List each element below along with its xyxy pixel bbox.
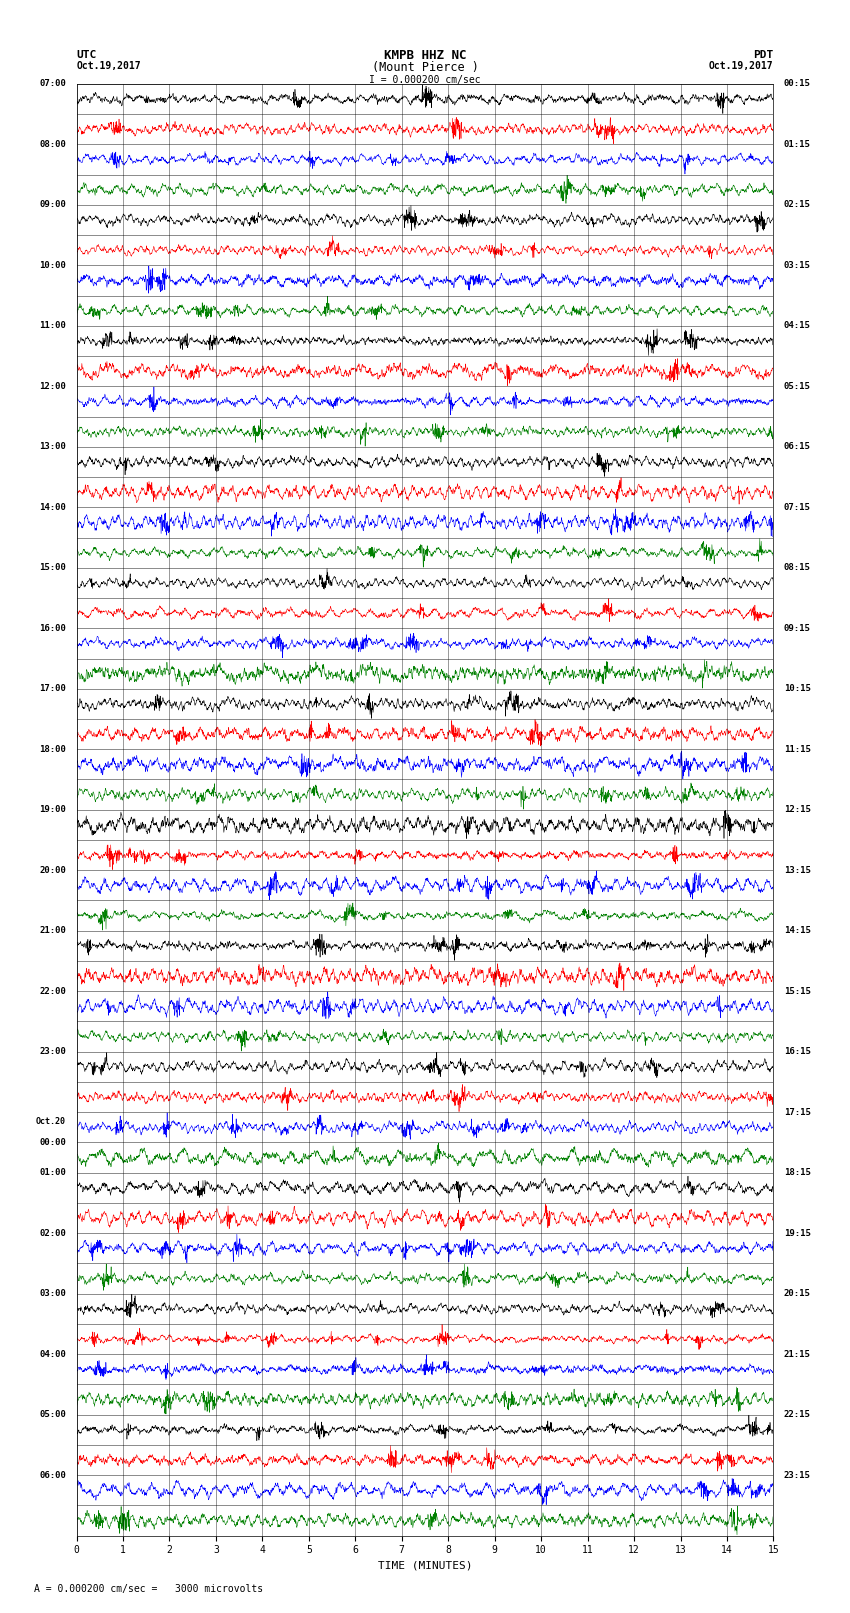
Text: 14:15: 14:15 [784,926,811,936]
Text: (Mount Pierce ): (Mount Pierce ) [371,61,479,74]
Text: 16:15: 16:15 [784,1047,811,1057]
Text: 11:00: 11:00 [39,321,66,331]
Text: 23:15: 23:15 [784,1471,811,1479]
Text: 12:00: 12:00 [39,382,66,390]
Text: 15:15: 15:15 [784,987,811,995]
Text: 06:15: 06:15 [784,442,811,452]
Text: UTC: UTC [76,50,97,60]
Text: 07:00: 07:00 [39,79,66,89]
Text: 03:00: 03:00 [39,1289,66,1298]
Text: 22:00: 22:00 [39,987,66,995]
Text: 17:15: 17:15 [784,1108,811,1116]
Text: 11:15: 11:15 [784,745,811,753]
Text: 02:00: 02:00 [39,1229,66,1237]
Text: 05:15: 05:15 [784,382,811,390]
Text: 02:15: 02:15 [784,200,811,210]
Text: 22:15: 22:15 [784,1410,811,1419]
Text: 08:00: 08:00 [39,140,66,148]
Text: 08:15: 08:15 [784,563,811,573]
Text: 09:15: 09:15 [784,624,811,632]
Text: 20:15: 20:15 [784,1289,811,1298]
Text: A = 0.000200 cm/sec =   3000 microvolts: A = 0.000200 cm/sec = 3000 microvolts [34,1584,264,1594]
Text: 16:00: 16:00 [39,624,66,632]
Text: 23:00: 23:00 [39,1047,66,1057]
Text: 00:15: 00:15 [784,79,811,89]
Text: 13:15: 13:15 [784,866,811,874]
Text: 17:00: 17:00 [39,684,66,694]
Text: Oct.19,2017: Oct.19,2017 [709,61,774,71]
Text: 20:00: 20:00 [39,866,66,874]
Text: 09:00: 09:00 [39,200,66,210]
Text: 19:15: 19:15 [784,1229,811,1237]
Text: PDT: PDT [753,50,774,60]
Text: 15:00: 15:00 [39,563,66,573]
Text: 04:00: 04:00 [39,1350,66,1358]
Text: 01:00: 01:00 [39,1168,66,1177]
Text: 12:15: 12:15 [784,805,811,815]
Text: 19:00: 19:00 [39,805,66,815]
Text: 18:00: 18:00 [39,745,66,753]
Text: Oct.20: Oct.20 [36,1116,66,1126]
Text: I = 0.000200 cm/sec: I = 0.000200 cm/sec [369,74,481,84]
Text: 01:15: 01:15 [784,140,811,148]
Text: 10:00: 10:00 [39,261,66,269]
Text: 21:15: 21:15 [784,1350,811,1358]
Text: 05:00: 05:00 [39,1410,66,1419]
Text: 03:15: 03:15 [784,261,811,269]
Text: 10:15: 10:15 [784,684,811,694]
Text: 04:15: 04:15 [784,321,811,331]
Text: Oct.19,2017: Oct.19,2017 [76,61,141,71]
Text: 18:15: 18:15 [784,1168,811,1177]
Text: 13:00: 13:00 [39,442,66,452]
Text: 07:15: 07:15 [784,503,811,511]
Text: 21:00: 21:00 [39,926,66,936]
X-axis label: TIME (MINUTES): TIME (MINUTES) [377,1561,473,1571]
Text: 14:00: 14:00 [39,503,66,511]
Text: KMPB HHZ NC: KMPB HHZ NC [383,48,467,63]
Text: 06:00: 06:00 [39,1471,66,1479]
Text: 00:00: 00:00 [39,1137,66,1147]
